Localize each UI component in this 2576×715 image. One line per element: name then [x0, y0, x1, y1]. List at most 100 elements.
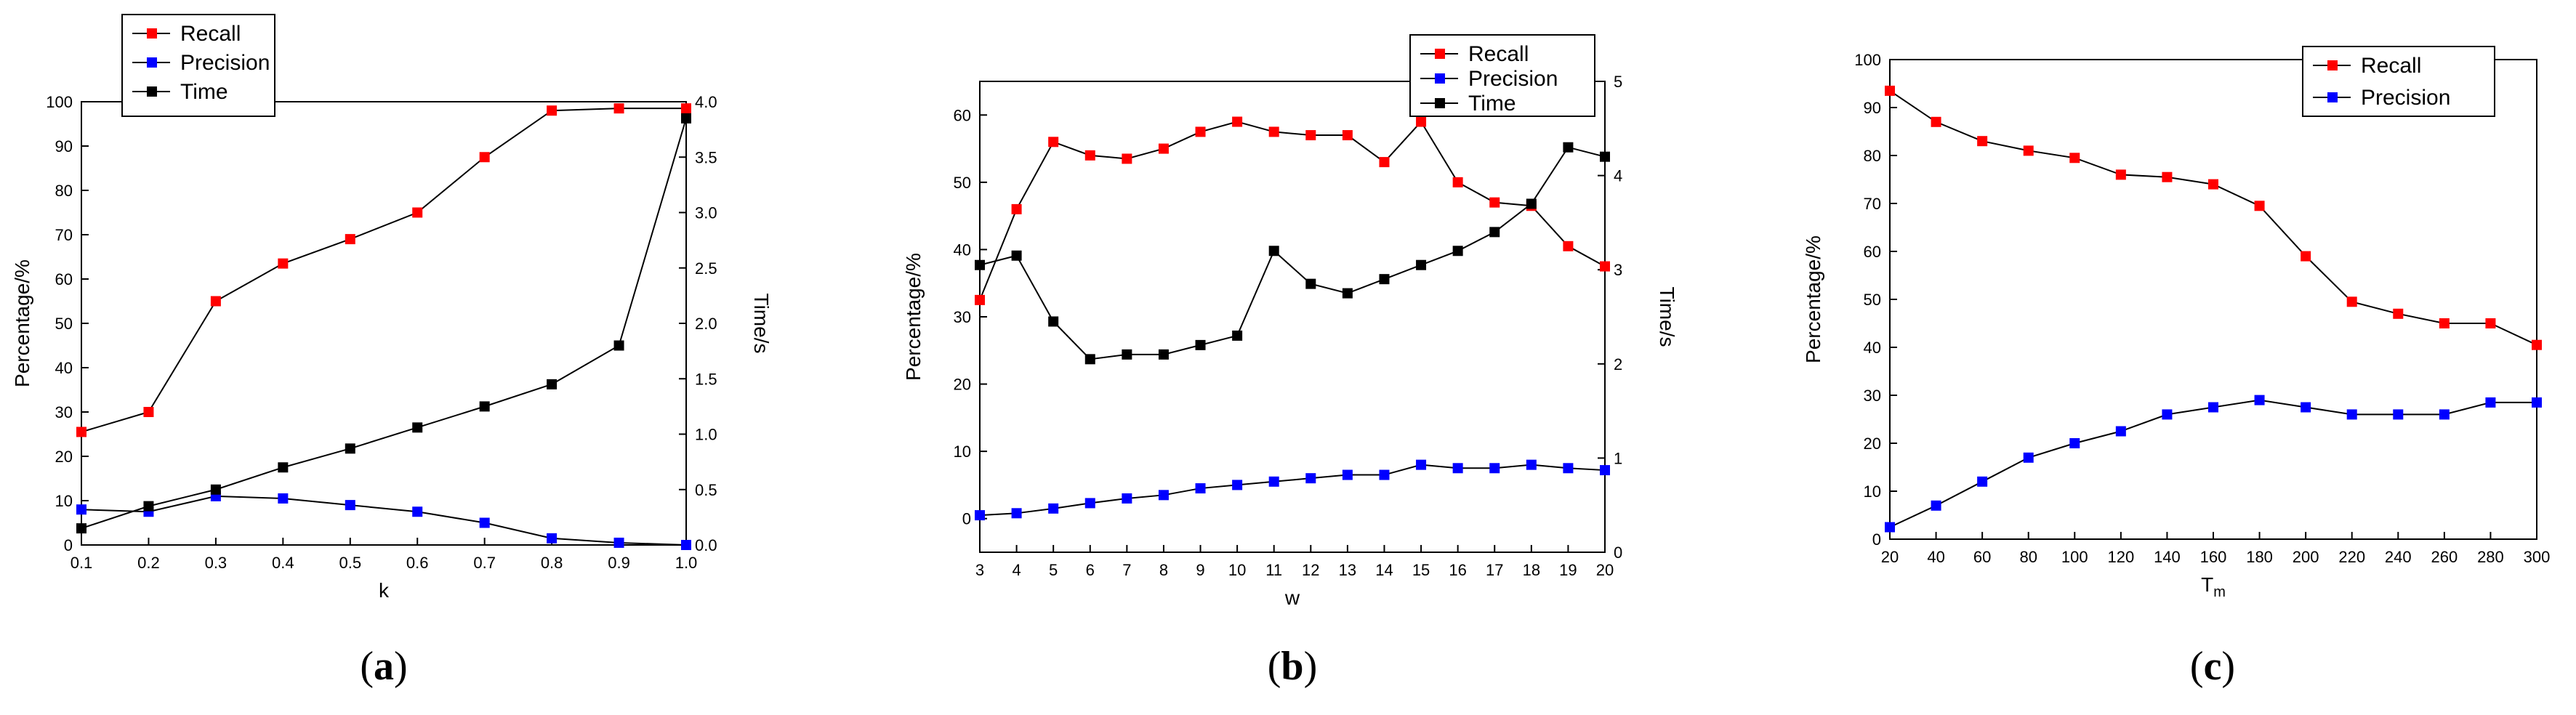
x-tick-label: 160	[2200, 548, 2227, 566]
caption-part: )	[2221, 644, 2235, 689]
data-point-recall	[1600, 261, 1610, 272]
data-point-precision	[2254, 395, 2265, 405]
caption-part: (	[1268, 644, 1281, 689]
data-point-recall	[2439, 318, 2450, 328]
data-point-time	[1158, 349, 1169, 360]
x-tick-label: 7	[1122, 561, 1131, 579]
x-tick-label: 12	[1302, 561, 1319, 579]
data-point-precision	[1977, 476, 1988, 487]
x-tick-label: 0.4	[272, 554, 294, 572]
data-point-recall	[681, 103, 691, 114]
data-point-recall	[1232, 116, 1243, 127]
data-point-precision	[2393, 409, 2404, 420]
panel-c: 20 40 60 80 100 120 140 160 180 200 220 240 260 280 30…	[1802, 46, 2550, 689]
legend-label-recall: Recall	[2361, 54, 2421, 78]
y-tick-label: 10	[1864, 482, 1881, 501]
data-point-time	[1011, 250, 1022, 261]
x-tick-label: 5	[1049, 561, 1058, 579]
data-point-recall	[1011, 203, 1022, 214]
data-point-recall	[1931, 116, 1941, 127]
data-point-recall	[1268, 126, 1279, 137]
plot-frame	[81, 101, 687, 546]
x-tick-label: 0.5	[339, 554, 361, 572]
data-point-recall	[1195, 126, 1206, 137]
series-line-time	[81, 118, 687, 530]
series-line-recall	[81, 108, 686, 433]
panel-caption: (b)	[1268, 644, 1317, 689]
data-point-time	[345, 443, 355, 454]
x-tick-label: 120	[2107, 548, 2134, 566]
y2-tick-label: 3.5	[695, 148, 717, 166]
series-line-recall	[1889, 90, 2537, 346]
x-tick-label: 0.7	[473, 554, 496, 572]
data-point-recall	[1416, 116, 1427, 127]
series-recall	[1885, 85, 2542, 350]
y-tick-label: 10	[954, 443, 971, 461]
data-point-recall	[210, 296, 221, 307]
data-point-precision	[1158, 490, 1169, 501]
series-recall	[975, 116, 1610, 305]
data-point-precision	[412, 506, 423, 517]
data-point-precision	[1931, 500, 1941, 511]
y-tick-label: 40	[1864, 339, 1881, 357]
data-point-precision	[2439, 409, 2450, 420]
x-tick-label: 0.2	[137, 554, 160, 572]
x-tick-label: 13	[1339, 561, 1356, 579]
data-point-precision	[547, 533, 558, 544]
y-tick-label: 40	[954, 241, 971, 259]
series-time	[76, 113, 691, 534]
data-point-time	[975, 259, 985, 270]
data-point-time	[1122, 349, 1132, 360]
data-point-recall	[1084, 150, 1095, 161]
x-tick-label: 16	[1449, 561, 1466, 579]
data-point-time	[1048, 316, 1059, 327]
data-point-precision	[76, 504, 86, 515]
data-point-recall	[2162, 171, 2173, 182]
x-tick-label: 260	[2431, 548, 2458, 566]
data-point-recall	[2115, 169, 2126, 180]
data-point-recall	[2023, 145, 2034, 156]
data-point-precision	[1232, 480, 1243, 490]
data-point-time	[1342, 288, 1353, 299]
panel-caption: (c)	[2190, 644, 2235, 689]
caption-part: b	[1281, 644, 1303, 689]
y-tick-label: 0	[64, 536, 73, 554]
legend-label-precision: Precision	[2361, 86, 2450, 110]
data-point-precision	[278, 493, 289, 504]
y-tick-label: 30	[1864, 387, 1881, 405]
y-axis-label: Percentage/%	[902, 253, 925, 381]
y-tick-label: 100	[46, 93, 73, 111]
data-point-time	[1195, 339, 1206, 350]
data-point-precision	[2162, 409, 2173, 420]
x-tick-label: 4	[1012, 561, 1021, 579]
data-point-recall	[143, 407, 154, 417]
data-point-precision	[2208, 402, 2218, 413]
series-line-precision	[81, 495, 687, 546]
data-point-time	[1489, 227, 1500, 238]
data-point-recall	[975, 294, 985, 305]
legend-marker-recall	[1435, 49, 1445, 59]
caption-part: (	[360, 644, 374, 689]
x-tick-label: 0.6	[406, 554, 429, 572]
data-point-precision	[1526, 459, 1537, 470]
y-tick-label: 20	[55, 448, 73, 466]
x-tick-label: 0.8	[541, 554, 563, 572]
data-point-time	[1379, 274, 1390, 285]
y-tick-label: 100	[1854, 51, 1881, 69]
data-point-precision	[1195, 483, 1206, 494]
legend-label-time: Time	[1468, 92, 1516, 116]
y2-tick-label: 4	[1614, 167, 1622, 185]
panel-b: 3 4 5 6 7 8 9 10 11 12 13 14 15 16 17 18 19 2001020304050…	[902, 34, 1678, 689]
x-tick-label: 19	[1559, 561, 1577, 579]
y2-tick-label: 2.5	[695, 259, 717, 278]
x-tick-label: 220	[2338, 548, 2365, 566]
x-tick-label: 200	[2293, 548, 2319, 566]
caption-part: )	[1304, 644, 1318, 689]
data-point-precision	[345, 500, 355, 511]
x-tick-label: 3	[975, 561, 984, 579]
y-tick-label: 20	[954, 376, 971, 394]
y-tick-label: 50	[55, 315, 73, 333]
data-point-precision	[1011, 508, 1022, 519]
data-point-time	[613, 340, 624, 351]
